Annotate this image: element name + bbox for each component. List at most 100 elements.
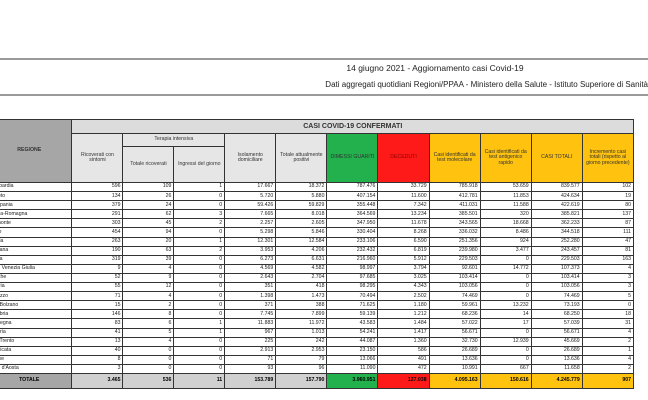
cell-deceduti: 5.912 xyxy=(377,254,430,265)
cell-ricoverati: 454 xyxy=(71,227,124,238)
cell-test-antigenico: 18.668 xyxy=(479,218,532,229)
cell-totale-positivi: 1.013 xyxy=(275,327,328,338)
col-isolamento: Isolamento domiciliare xyxy=(224,133,277,183)
cell-deceduti: 2.502 xyxy=(377,291,430,302)
cell-totale-positivi: 242 xyxy=(275,336,328,347)
cell-dimessi-guariti: 43.583 xyxy=(326,318,379,329)
col-ricoverati: Ricoverati con sintomi xyxy=(71,133,124,183)
cell-casi-totali: 45.669 xyxy=(530,336,583,347)
cell-isolamento: 7.665 xyxy=(224,209,277,220)
cell-ingressi: 0 xyxy=(173,254,226,265)
cell-ricoverati: 71 xyxy=(71,291,124,302)
table-row: Liguria5512035141898.2954.343103.0560103… xyxy=(0,282,635,293)
cell-region: Marche xyxy=(0,272,73,284)
cell-isolamento: 5.298 xyxy=(224,227,277,238)
total-ricoverati: 3.465 xyxy=(71,372,124,389)
cell-deceduti: 13.234 xyxy=(377,209,430,220)
cell-isolamento: 967 xyxy=(224,327,277,338)
cell-dimessi-guariti: 11.090 xyxy=(326,363,379,374)
cell-incremento: 163 xyxy=(581,254,635,265)
cell-ricoverati: 190 xyxy=(71,245,124,256)
cell-ingressi: 0 xyxy=(173,354,226,365)
cell-ricoverati: 83 xyxy=(71,318,124,329)
cell-totale-ricoverati: 94 xyxy=(122,227,175,238)
cell-casi-totali: 56.671 xyxy=(530,327,583,338)
cell-ingressi: 1 xyxy=(173,318,226,329)
cell-test-antigenico: 11.853 xyxy=(479,191,532,202)
cell-dimessi-guariti: 407.154 xyxy=(326,191,379,202)
total-test-molecolare: 4.095.163 xyxy=(428,372,481,389)
cell-test-molecolare: 411.031 xyxy=(428,200,481,211)
confirmed-cases-header: CASI COVID-19 CONFERMATI xyxy=(71,119,634,134)
cell-test-molecolare: 10.991 xyxy=(428,363,481,374)
cell-totale-positivi: 2.953 xyxy=(275,345,328,356)
total-ingressi: 11 xyxy=(173,372,226,389)
cell-isolamento: 11.883 xyxy=(224,318,277,329)
table-row: Abruzzo71401.3981.47370.4942.50274.46907… xyxy=(0,291,635,302)
cell-casi-totali: 68.250 xyxy=(530,309,583,320)
cell-casi-totali: 57.039 xyxy=(530,318,583,329)
cell-totale-ricoverati: 4 xyxy=(122,291,175,302)
total-totale-ricoverati: 536 xyxy=(122,372,175,389)
cell-region: Calabria xyxy=(0,309,73,320)
cell-test-antigenico: 17 xyxy=(479,318,532,329)
cell-test-antigenico: 8.486 xyxy=(479,227,532,238)
cell-incremento: 3 xyxy=(581,282,635,293)
cell-ricoverati: 291 xyxy=(71,209,124,220)
page-title: 14 giugno 2021 - Aggiornamento casi Covi… xyxy=(346,63,524,73)
cell-casi-totali: 107.373 xyxy=(530,263,583,274)
cell-ricoverati: 52 xyxy=(71,272,124,284)
cell-totale-ricoverati: 4 xyxy=(122,263,175,274)
cell-totale-ricoverati: 63 xyxy=(122,245,175,256)
table-row: Veneto1342605.7205.880407.15411.600412.7… xyxy=(0,191,635,202)
cell-ingressi: 0 xyxy=(173,345,226,356)
cell-test-molecolare: 56.671 xyxy=(428,327,481,338)
cell-isolamento: 4.569 xyxy=(224,263,277,274)
cell-isolamento: 71 xyxy=(224,354,277,365)
cell-casi-totali: 385.821 xyxy=(530,209,583,220)
cell-isolamento: 5.720 xyxy=(224,191,277,202)
cell-ricoverati: 15 xyxy=(71,300,124,311)
table-row: Umbria41519671.01354.2411.41756.671056.6… xyxy=(0,327,635,338)
cell-deceduti: 3.025 xyxy=(377,272,430,284)
cell-ingressi: 0 xyxy=(173,191,226,202)
cell-deceduti: 1.417 xyxy=(377,327,430,338)
cell-test-antigenico: 11.588 xyxy=(479,200,532,211)
cell-region: Umbria xyxy=(0,327,73,338)
cell-totale-ricoverati: 45 xyxy=(122,218,175,229)
cell-totale-positivi: 7.899 xyxy=(275,309,328,320)
col-test-molecolare: Casi identificati da test molecolare xyxy=(428,133,481,183)
cell-test-molecolare: 26.689 xyxy=(428,345,481,356)
col-test-antigenico: Casi identificati da test antigenico rap… xyxy=(479,133,532,183)
cell-deceduti: 586 xyxy=(377,345,430,356)
cell-test-molecolare: 68.236 xyxy=(428,309,481,320)
cell-ingressi: 0 xyxy=(173,282,226,293)
cell-ricoverati: 146 xyxy=(71,309,124,320)
cell-test-molecolare: 74.469 xyxy=(428,291,481,302)
cell-totale-ricoverati: 0 xyxy=(122,363,175,374)
cell-region: P.A. Trento xyxy=(0,336,73,347)
table-row: Emilia-Romagna2916237.6658.018364.56913.… xyxy=(0,209,635,220)
total-casi-totali: 4.245.779 xyxy=(530,372,583,389)
cell-ingressi: 0 xyxy=(173,272,226,284)
cell-dimessi-guariti: 59.139 xyxy=(326,309,379,320)
cell-totale-positivi: 2.605 xyxy=(275,218,328,229)
cell-ricoverati: 41 xyxy=(71,327,124,338)
cell-test-antigenico: 924 xyxy=(479,236,532,247)
cell-totale-positivi: 11.972 xyxy=(275,318,328,329)
cell-isolamento: 3.953 xyxy=(224,245,277,256)
cell-dimessi-guariti: 347.950 xyxy=(326,218,379,229)
cell-region: Valle d'Aosta xyxy=(0,363,73,374)
cell-deceduti: 8.268 xyxy=(377,227,430,238)
cell-test-molecolare: 57.022 xyxy=(428,318,481,329)
cell-deceduti: 1.212 xyxy=(377,309,430,320)
cell-totale-positivi: 418 xyxy=(275,282,328,293)
cell-dimessi-guariti: 787.476 xyxy=(326,181,379,193)
cell-ricoverati: 596 xyxy=(71,181,124,193)
cell-region: Abruzzo xyxy=(0,291,73,302)
total-row: TOTALE 3.465 536 11 153.789 157.790 3.960.951 1… xyxy=(0,372,635,389)
cell-test-molecolare: 92.601 xyxy=(428,263,481,274)
cell-incremento: 2 xyxy=(581,336,635,347)
cell-region: Lazio xyxy=(0,227,73,238)
cell-ricoverati: 303 xyxy=(71,218,124,229)
